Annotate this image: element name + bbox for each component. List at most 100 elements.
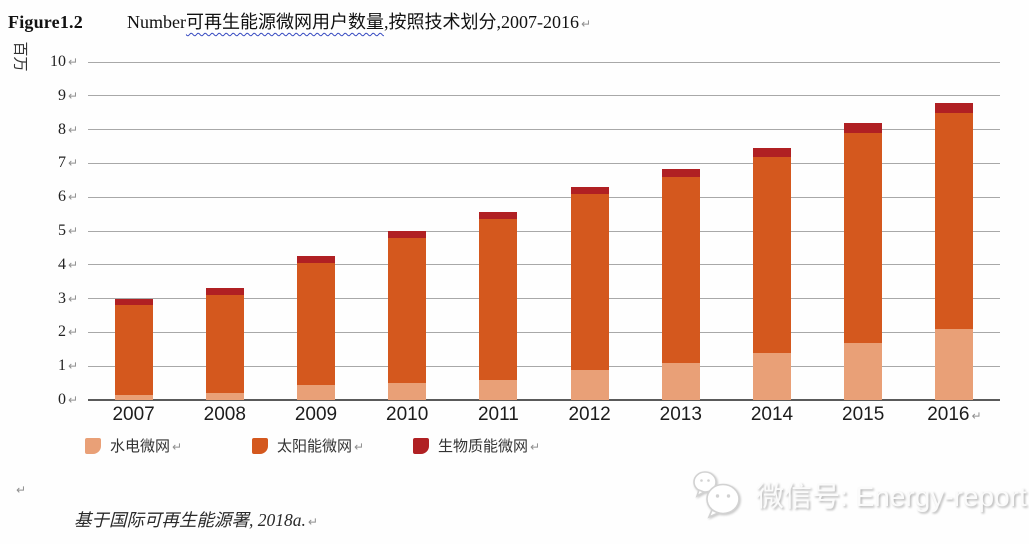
gridline [88, 399, 1000, 401]
bar-segment [661, 168, 700, 177]
y-tick-label: 0 ↵ [57, 391, 78, 408]
paragraph-mark: ↵ [16, 483, 27, 497]
bar [205, 288, 244, 400]
x-tick-label: 2007 [112, 404, 155, 425]
paragraph-mark: ↵ [67, 291, 78, 306]
paragraph-mark: ↵ [67, 55, 78, 69]
bar [297, 256, 335, 400]
y-tick-label: 3 ↵ [57, 289, 78, 307]
bar-segment [935, 329, 974, 400]
bar-segment [205, 288, 244, 296]
chart-plot-area [88, 61, 1000, 401]
x-tick-label: 2009 [294, 404, 338, 425]
figure-number: Figure1.2 [8, 12, 83, 32]
paragraph-mark: ↵ [67, 190, 78, 205]
gridline [88, 264, 1000, 266]
x-axis-tick-labels: 2007 2008 2009 2010 2011 2012 2013 2014 2015 2016… [88, 404, 1000, 430]
legend-swatch [85, 437, 101, 454]
y-tick-label: 1 ↵ [57, 357, 78, 375]
gridline [88, 129, 1000, 131]
bar-segment [935, 112, 974, 330]
bar-segment [844, 342, 883, 400]
bar-segment [297, 263, 335, 385]
gridline [88, 365, 1000, 367]
legend-label: 水电微网 ↵ [110, 439, 183, 455]
paragraph-mark: ↵ [172, 440, 183, 454]
chart-legend: 水电微网 ↵ 太阳能微网 ↵ 生物质能微网 ↵ [0, 435, 1029, 459]
bar-segment [388, 237, 427, 384]
legend-label: 生物质能微网 ↵ [438, 439, 541, 455]
bar-segment [297, 256, 335, 264]
bar-segment [935, 102, 974, 113]
title-pre: Number [126, 12, 186, 32]
bar [570, 187, 609, 400]
gridline [88, 298, 1000, 300]
bar-segment [753, 352, 791, 400]
x-tick-label: 2011 [477, 404, 519, 425]
paragraph-mark: ↵ [354, 440, 365, 454]
gridline [88, 162, 1000, 164]
bar-segment [753, 156, 791, 353]
title-post: ,按照技术划分,2007-2016 [383, 12, 579, 32]
paragraph-mark: ↵ [971, 409, 982, 423]
bar-segment [570, 187, 609, 194]
y-axis-tick-labels: 0 ↵ 1 ↵ 2 ↵ 3 ↵ 4 ↵ 5 ↵ 6 ↵ 7 ↵ 8 ↵ 9 ↵ 10 ↵ [28, 53, 82, 408]
y-tick-label: 8 ↵ [57, 120, 78, 138]
x-tick-label: 2010 [386, 404, 429, 425]
y-tick-label: 5 ↵ [57, 222, 78, 239]
bar-segment [205, 393, 244, 400]
x-tick-label: 2014 [750, 404, 794, 425]
bar [844, 122, 883, 400]
bar-segment [753, 148, 791, 157]
x-tick-label: 2016 ↵ [927, 404, 982, 425]
legend-swatch [413, 437, 429, 454]
y-tick-label: 10 ↵ [49, 53, 78, 70]
bar [114, 298, 153, 400]
paragraph-mark: ↵ [307, 515, 318, 529]
gridline [88, 230, 1000, 232]
paragraph-mark: ↵ [67, 359, 78, 374]
bar-segment [661, 176, 700, 363]
bar-segment [570, 193, 609, 370]
gridline [88, 61, 1000, 63]
bar [661, 168, 700, 400]
source-note: 基于国际可再生能源署, 2018a. ↵ [74, 507, 318, 532]
bar-segment [297, 384, 335, 400]
wechat-icon [693, 471, 740, 519]
bar-segment [844, 122, 883, 133]
y-tick-label: 4 ↵ [57, 255, 78, 273]
legend-item: 生物质能微网 ↵ [413, 435, 540, 456]
bar-segment [114, 305, 153, 395]
y-tick-label: 6 ↵ [57, 188, 78, 206]
x-tick-label: 2012 [568, 404, 611, 425]
bar-segment [479, 379, 518, 400]
bar [753, 148, 791, 400]
legend-item: 太阳能微网 ↵ [252, 435, 364, 456]
bar-segment [205, 295, 244, 394]
legend-item: 水电微网 ↵ [85, 435, 182, 456]
y-tick-label: 7 ↵ [57, 154, 78, 172]
y-tick-label: 9 ↵ [57, 86, 78, 104]
bar-segment [570, 369, 609, 400]
bar [935, 102, 974, 400]
gridline [88, 196, 1000, 198]
bar-segment [388, 383, 427, 400]
paragraph-mark: ↵ [530, 440, 541, 454]
bar-segment [661, 362, 700, 400]
bar-segment [114, 394, 153, 400]
paragraph-mark: ↵ [67, 257, 78, 272]
gridline [88, 95, 1000, 97]
legend-label: 太阳能微网 ↵ [277, 439, 365, 455]
paragraph-mark: ↵ [67, 122, 78, 137]
paragraph-mark: ↵ [67, 156, 78, 171]
x-tick-label: 2015 [842, 404, 885, 425]
title-underlined-segment: 可再生能源微网用户数量 [185, 12, 384, 32]
bar-segment [114, 298, 153, 306]
figure-title: Figure1.2 Number可再生能源微网用户数量,按照技术划分,2007-2… [8, 8, 591, 34]
legend-swatch [252, 437, 268, 454]
watermark: 微信号: Energy-report [688, 466, 1027, 524]
source-note-text: 基于国际可再生能源署, 2018a. [74, 510, 306, 530]
paragraph-mark: ↵ [67, 325, 78, 340]
watermark-text: 微信号: Energy-report [756, 481, 1027, 512]
x-tick-label: 2008 [203, 404, 246, 425]
